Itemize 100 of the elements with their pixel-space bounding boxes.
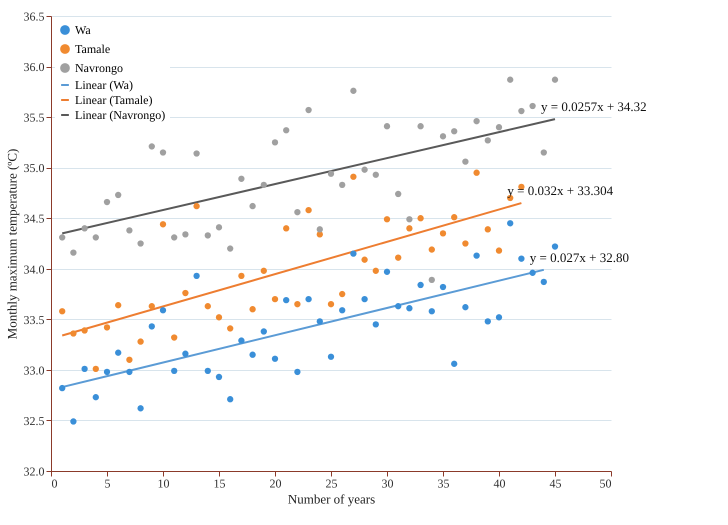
point — [316, 226, 323, 232]
point — [227, 396, 234, 402]
point — [518, 256, 525, 262]
point — [395, 190, 402, 198]
point — [160, 221, 166, 228]
point — [216, 314, 222, 320]
point — [552, 76, 558, 83]
point — [238, 337, 245, 344]
point — [372, 268, 379, 274]
point — [227, 245, 234, 252]
point — [384, 216, 390, 222]
point — [59, 308, 66, 314]
point — [473, 252, 480, 259]
point — [484, 318, 491, 325]
point — [339, 182, 346, 188]
point — [227, 325, 234, 332]
point — [249, 202, 256, 210]
point — [473, 170, 480, 176]
point — [496, 314, 502, 320]
point — [92, 234, 99, 241]
y-axis-title: Monthly maximum temperature (ºC) — [4, 148, 20, 340]
point — [496, 124, 502, 130]
point — [361, 296, 368, 302]
point — [182, 231, 189, 238]
point — [473, 118, 480, 124]
point — [294, 301, 301, 308]
y-tick-label: 32.0 — [24, 464, 44, 478]
point — [417, 123, 424, 130]
point — [484, 226, 491, 232]
x-axis-title: Number of years — [288, 492, 376, 506]
point — [552, 243, 558, 250]
point — [384, 123, 390, 130]
x-tick-label: 15 — [214, 476, 226, 490]
x-tick-label: 30 — [382, 476, 394, 490]
point — [507, 76, 514, 83]
point — [81, 366, 88, 372]
point — [484, 137, 491, 144]
point — [462, 240, 469, 247]
point — [70, 330, 77, 337]
y-tick-label: 34.5 — [24, 212, 44, 226]
point — [305, 106, 312, 114]
point — [417, 215, 424, 222]
point — [428, 308, 435, 314]
legend-label: Tamale — [75, 42, 110, 56]
point — [171, 234, 178, 241]
point — [137, 405, 144, 412]
point — [428, 246, 435, 253]
point — [305, 206, 312, 214]
point — [104, 324, 110, 331]
point — [518, 108, 525, 114]
point — [238, 176, 245, 182]
point — [305, 296, 312, 302]
point — [260, 328, 267, 335]
point — [328, 301, 334, 308]
point — [496, 247, 502, 254]
point — [350, 88, 357, 94]
point — [216, 374, 222, 380]
point — [193, 202, 200, 210]
point — [540, 149, 547, 156]
point — [406, 305, 413, 312]
point — [115, 302, 122, 308]
legend-label: Linear (Tamale) — [75, 93, 152, 107]
point — [294, 209, 301, 216]
point — [328, 170, 334, 177]
point — [148, 303, 155, 310]
point — [59, 234, 66, 241]
point — [529, 270, 536, 276]
point — [428, 276, 435, 284]
legend-label: Linear (Navrongo) — [75, 108, 166, 122]
point — [507, 220, 514, 226]
point — [126, 368, 133, 376]
point — [361, 256, 368, 263]
point — [249, 352, 256, 358]
point — [204, 368, 211, 374]
point — [81, 225, 88, 232]
point — [92, 394, 99, 400]
y-tick-label: 35.5 — [24, 110, 44, 125]
point — [283, 127, 290, 134]
point — [160, 149, 166, 156]
point — [115, 192, 122, 198]
point — [384, 268, 390, 275]
x-tick-label: 5 — [104, 476, 110, 490]
point — [417, 282, 424, 288]
y-tick-label: 32.5 — [24, 414, 44, 428]
point — [92, 366, 99, 372]
point — [272, 296, 278, 302]
y-tick-label: 36.0 — [24, 60, 44, 74]
y-tick-label: 36.5 — [24, 10, 44, 24]
point — [193, 150, 200, 157]
point — [260, 268, 267, 274]
point — [328, 354, 334, 360]
x-tick-label: 40 — [494, 476, 506, 490]
point — [350, 174, 357, 180]
x-tick-label: 45 — [550, 476, 562, 490]
point — [462, 158, 469, 165]
point — [193, 272, 200, 280]
point — [148, 323, 155, 330]
point — [137, 338, 144, 345]
x-tick-label: 0 — [52, 476, 58, 490]
point — [372, 321, 379, 328]
